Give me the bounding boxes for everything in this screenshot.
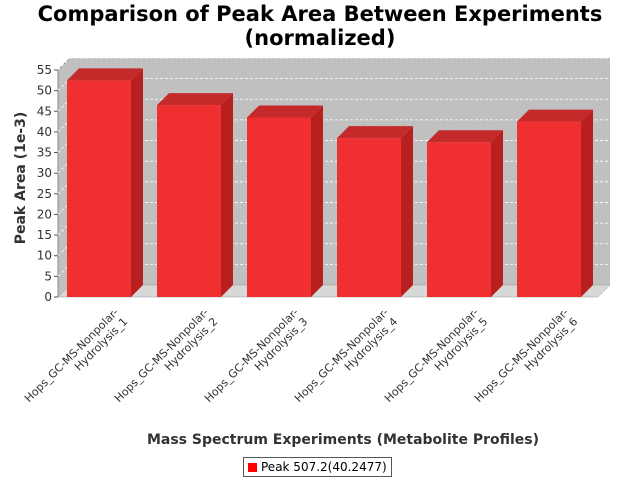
y-axis: 0 5 10 15 20 25 30 35 40 45 50 55 <box>37 63 58 304</box>
gridline-diagonal <box>57 222 71 236</box>
legend-swatch <box>248 462 257 472</box>
x-axis-title: Mass Spectrum Experiments (Metabolite Pr… <box>147 432 539 448</box>
bar <box>517 109 593 297</box>
y-tick-label: 20 <box>37 207 52 221</box>
y-tick-label: 30 <box>37 166 52 180</box>
bar-front <box>517 121 581 297</box>
bar-side <box>491 130 503 297</box>
bar-side <box>581 109 593 297</box>
gridline-diagonal <box>57 181 71 195</box>
bar-front <box>427 142 491 297</box>
bar-top <box>67 68 143 81</box>
x-axis: Hops_GC-MS-Nonpolar-Hydrolysis_1Hops_GC-… <box>22 306 580 414</box>
gridline-diagonal <box>57 119 71 133</box>
bar-side <box>221 93 233 297</box>
legend-label: Peak 507.2(40.2477) <box>261 460 387 474</box>
bar <box>427 130 503 297</box>
legend: Peak 507.2(40.2477) <box>243 457 392 477</box>
y-tick-label: 25 <box>37 187 52 201</box>
x-tick-label-line: Hops_GC-MS-Nonpolar- <box>382 306 481 405</box>
bar-front <box>67 80 131 298</box>
x-tick-label-line: Hops_GC-MS-Nonpolar- <box>472 306 571 405</box>
y-tick-label: 35 <box>37 146 52 160</box>
chart-title-line2: (normalized) <box>244 26 396 50</box>
bar-side <box>311 105 323 297</box>
gridline-diagonal <box>57 140 71 153</box>
gridline-diagonal <box>57 264 71 277</box>
x-tick-label: Hops_GC-MS-Nonpolar-Hydrolysis_6 <box>472 306 580 414</box>
x-tick-label-line: Hops_GC-MS-Nonpolar- <box>292 306 391 405</box>
bar-front <box>247 117 311 297</box>
x-tick-label-line: Hops_GC-MS-Nonpolar- <box>202 306 301 405</box>
x-tick-label-line: Hops_GC-MS-Nonpolar- <box>22 306 121 405</box>
bar-top <box>337 126 413 139</box>
y-tick-label: 40 <box>37 125 52 139</box>
chart-title-line1: Comparison of Peak Area Between Experime… <box>37 2 603 26</box>
bars <box>67 68 593 298</box>
bar-top <box>157 93 233 106</box>
gridline-diagonal <box>57 98 71 112</box>
gridline-diagonal <box>57 202 71 215</box>
y-tick-label: 45 <box>37 104 52 118</box>
bar-top <box>517 109 593 122</box>
y-tick-label: 5 <box>44 269 52 283</box>
y-tick-label: 50 <box>37 84 52 98</box>
bar-side <box>401 126 413 297</box>
bar-front <box>337 138 401 297</box>
y-axis-title: Peak Area (1e-3) <box>13 112 29 245</box>
bar <box>157 93 233 297</box>
gridline-diagonal <box>57 78 71 91</box>
y-tick-label: 10 <box>37 249 52 263</box>
gridline-diagonal <box>57 57 71 71</box>
bar <box>67 68 143 298</box>
bar <box>247 105 323 297</box>
bar-top <box>247 105 323 118</box>
bar <box>337 126 413 297</box>
gridline-diagonal <box>57 243 71 257</box>
y-tick-label: 0 <box>44 290 52 304</box>
y-tick-label: 15 <box>37 228 52 242</box>
gridline-diagonal <box>57 160 71 174</box>
chart-title: Comparison of Peak Area Between Experime… <box>0 2 640 50</box>
bar-side <box>131 68 143 298</box>
y-tick-label: 55 <box>37 63 52 77</box>
bar-front <box>157 105 221 297</box>
x-tick-label-line: Hops_GC-MS-Nonpolar- <box>112 306 211 405</box>
bar-top <box>427 130 503 143</box>
